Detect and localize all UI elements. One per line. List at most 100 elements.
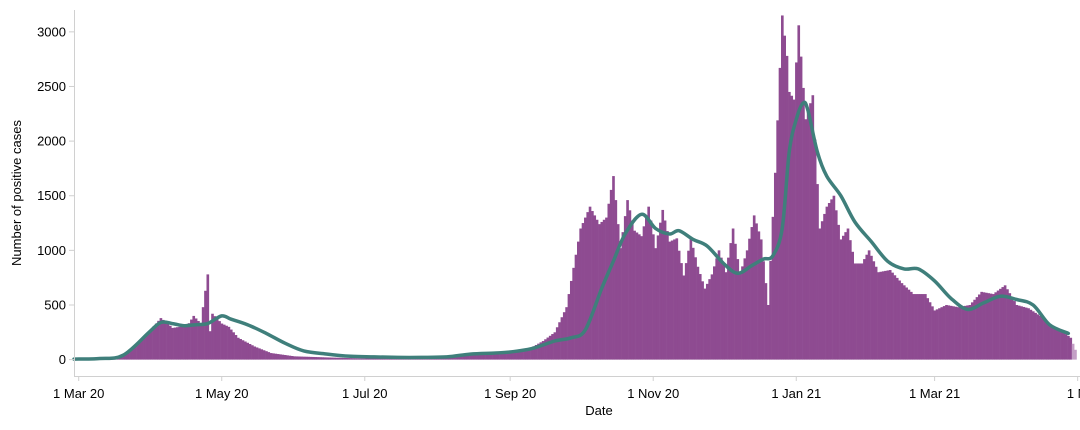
bar xyxy=(769,260,772,360)
bar xyxy=(752,215,756,360)
bar xyxy=(755,223,758,360)
bar xyxy=(647,206,650,360)
bar xyxy=(975,297,979,360)
bar xyxy=(731,228,735,360)
bar xyxy=(269,353,273,360)
bar xyxy=(659,222,662,360)
bar xyxy=(126,352,130,360)
bar xyxy=(351,358,355,360)
bar xyxy=(333,357,336,360)
bar xyxy=(994,292,998,360)
bar xyxy=(743,258,747,360)
bar xyxy=(133,346,137,360)
bar xyxy=(185,326,189,360)
bar xyxy=(820,221,824,360)
bar xyxy=(302,356,306,360)
bar xyxy=(668,241,672,360)
bar xyxy=(288,355,292,360)
bar xyxy=(574,254,578,360)
bar xyxy=(544,339,547,360)
bar xyxy=(138,342,142,360)
bar xyxy=(637,234,641,360)
bar xyxy=(912,294,915,360)
bar xyxy=(166,323,170,360)
bar xyxy=(227,326,231,360)
bar xyxy=(307,356,310,360)
bar xyxy=(490,352,493,360)
x-axis-title: Date xyxy=(585,403,612,418)
bar xyxy=(300,356,303,360)
bar xyxy=(356,358,360,360)
bar xyxy=(234,335,238,360)
bar xyxy=(520,349,524,360)
bar xyxy=(546,337,550,360)
bar xyxy=(145,334,149,360)
bar xyxy=(703,288,707,360)
bar xyxy=(837,224,840,360)
bar xyxy=(1006,289,1009,360)
bar xyxy=(1003,285,1007,360)
bars xyxy=(77,15,1077,360)
bar xyxy=(222,324,226,360)
bar xyxy=(525,348,529,360)
bar xyxy=(244,341,247,360)
bar xyxy=(938,308,941,360)
bar xyxy=(982,292,986,360)
bar xyxy=(372,358,376,360)
bar xyxy=(527,347,531,360)
bar xyxy=(715,258,718,360)
bar xyxy=(551,334,554,360)
bar xyxy=(1041,318,1044,360)
bar xyxy=(741,266,744,360)
bar xyxy=(645,216,648,360)
bar xyxy=(802,87,805,360)
bar xyxy=(670,240,674,360)
bar xyxy=(1029,309,1033,360)
bar xyxy=(159,318,163,360)
bar xyxy=(830,199,833,360)
bar xyxy=(1036,314,1040,360)
bar xyxy=(1001,287,1005,360)
bar xyxy=(380,358,383,360)
bar xyxy=(480,353,484,360)
x-axis: 1 Mar 20 1 May 20 1 Jul 20 1 Sep 20 1 Nov 20… xyxy=(53,376,1080,401)
bar xyxy=(818,228,822,360)
bar xyxy=(501,351,505,360)
bar xyxy=(218,321,221,360)
bar xyxy=(980,291,983,360)
bar xyxy=(729,243,733,360)
bar xyxy=(187,323,191,360)
bar xyxy=(487,352,491,360)
bar xyxy=(1074,349,1077,360)
bar xyxy=(194,318,198,360)
bar xyxy=(1050,326,1054,360)
bar xyxy=(893,275,897,360)
bar xyxy=(171,327,174,360)
bar xyxy=(354,358,357,360)
bar xyxy=(792,99,796,360)
bar xyxy=(778,67,782,360)
bar xyxy=(846,228,850,360)
bar xyxy=(652,234,655,360)
x-tick-label: 1 Mar 21 xyxy=(909,386,960,401)
bar xyxy=(577,241,580,360)
bar xyxy=(569,280,573,360)
bar xyxy=(255,347,259,360)
bar xyxy=(239,339,242,360)
bar xyxy=(513,350,517,360)
bar xyxy=(865,254,869,360)
bar xyxy=(466,354,470,360)
bar xyxy=(680,263,683,360)
bar xyxy=(759,239,763,360)
bar xyxy=(724,272,728,360)
bar xyxy=(283,355,287,360)
bar xyxy=(370,358,374,360)
bar xyxy=(748,238,751,360)
bar xyxy=(168,325,172,360)
bar xyxy=(881,271,885,360)
bar xyxy=(727,257,730,360)
bar xyxy=(518,349,522,360)
bar xyxy=(506,351,510,360)
bar xyxy=(942,306,946,360)
bar xyxy=(190,319,193,360)
